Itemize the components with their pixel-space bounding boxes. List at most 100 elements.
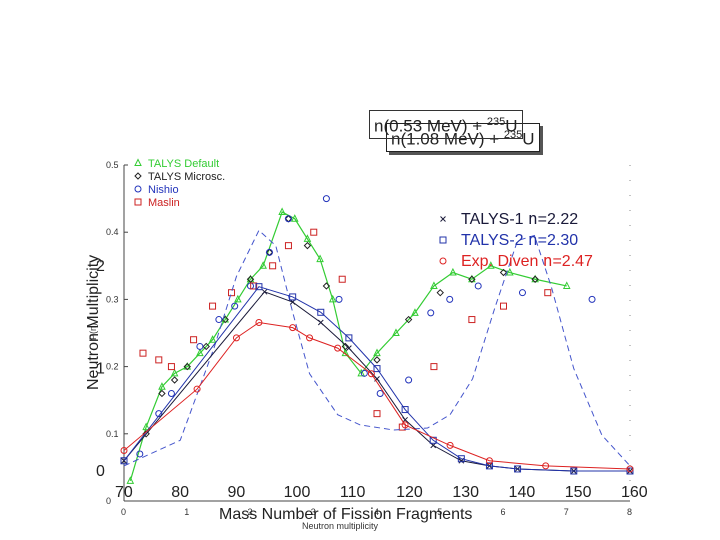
bg-series-line bbox=[129, 211, 567, 482]
bg-data-point bbox=[544, 289, 552, 297]
bg-data-point bbox=[427, 309, 435, 317]
bg-data-point bbox=[284, 215, 292, 223]
bg-xtick-label: 7 bbox=[564, 507, 569, 517]
fg-legend-marker bbox=[439, 257, 447, 265]
bg-data-point bbox=[208, 335, 217, 343]
bg-ytick-label: 0.5 bbox=[106, 160, 119, 170]
bg-data-point bbox=[357, 368, 365, 377]
fg-legend-label: Exp. Diven n=2.47 bbox=[461, 251, 593, 270]
bg-legend-label: Maslin bbox=[148, 197, 180, 209]
fg-xtick-label: 90 bbox=[227, 484, 245, 501]
bg-data-point bbox=[373, 348, 381, 357]
bg-data-point bbox=[265, 248, 273, 256]
fg-xtick-label: 130 bbox=[452, 484, 479, 501]
bg-data-point bbox=[316, 254, 324, 263]
bg-data-point bbox=[158, 382, 166, 390]
fg-data-point bbox=[120, 447, 128, 455]
bg-data-point bbox=[126, 476, 135, 484]
bg-legend-marker bbox=[134, 198, 142, 206]
fg-data-point bbox=[289, 293, 297, 301]
bg-data-point bbox=[405, 376, 413, 384]
bg-data-point bbox=[303, 234, 312, 242]
fg-xtick-label: 70 bbox=[115, 484, 133, 501]
bg-data-point bbox=[269, 262, 277, 270]
fg-data-point bbox=[334, 344, 342, 352]
bg-data-point bbox=[449, 267, 457, 276]
fg-data-point bbox=[446, 441, 454, 449]
bg-data-point bbox=[284, 242, 292, 250]
bg-data-point bbox=[468, 275, 476, 283]
yield-envelope-line bbox=[123, 229, 631, 467]
bg-data-point bbox=[500, 302, 507, 310]
bg-data-point bbox=[338, 275, 346, 283]
bg-legend-label: TALYS Default bbox=[148, 158, 219, 170]
fg-data-point bbox=[626, 465, 634, 473]
title-front-mass: 235 bbox=[486, 116, 506, 128]
fg-xtick-label: 150 bbox=[565, 484, 592, 501]
bg-y-axis-label: P(n) bbox=[88, 323, 98, 340]
bg-data-point bbox=[139, 349, 147, 357]
bg-ytick-label: 0 bbox=[106, 496, 111, 506]
bg-data-point bbox=[158, 389, 166, 398]
bg-data-point bbox=[250, 282, 258, 290]
fg-legend-marker bbox=[440, 216, 446, 222]
bg-data-point bbox=[404, 315, 413, 324]
bg-ytick-label: 0.2 bbox=[106, 362, 119, 372]
bg-legend-label: TALYS Microsc. bbox=[148, 171, 225, 183]
fg-data-point bbox=[317, 308, 325, 316]
fg-xtick-label: 110 bbox=[340, 484, 366, 501]
bg-ytick-label: 0.3 bbox=[106, 294, 119, 304]
bg-data-point bbox=[246, 275, 255, 283]
bg-legend-marker bbox=[134, 185, 142, 193]
title-box-front: n(0.53 MeV) + 235U bbox=[369, 110, 523, 139]
bg-data-point bbox=[430, 281, 438, 289]
bg-legend-label: Nishio bbox=[148, 184, 179, 196]
fg-data-point bbox=[346, 345, 352, 351]
bg-data-point bbox=[531, 275, 539, 283]
bg-data-point bbox=[278, 207, 286, 216]
bg-data-point bbox=[231, 302, 239, 310]
bg-data-point bbox=[209, 302, 217, 310]
fg-data-point bbox=[401, 421, 409, 429]
bg-data-point bbox=[322, 195, 330, 203]
bg-data-point bbox=[290, 214, 299, 222]
bg-data-point bbox=[322, 282, 331, 290]
fg-legend-label: TALYS-1 n=2.22 bbox=[461, 209, 578, 228]
fg-data-point bbox=[255, 319, 263, 327]
bg-data-point bbox=[259, 261, 267, 269]
fg-data-point bbox=[402, 416, 408, 423]
fg-legend-mean: =2.47 bbox=[552, 253, 593, 270]
bg-data-point bbox=[310, 228, 318, 236]
bg-x-axis-label: Neutron multiplicity bbox=[302, 521, 379, 531]
bg-data-point bbox=[202, 342, 210, 351]
bg-data-point bbox=[196, 342, 204, 350]
fg-legend-name: TALYS-2 bbox=[461, 232, 528, 249]
bg-data-point bbox=[588, 295, 596, 303]
bg-data-point bbox=[142, 430, 150, 438]
fg-data-point bbox=[485, 462, 493, 470]
bg-legend-marker bbox=[134, 158, 142, 166]
bg-data-point bbox=[487, 261, 495, 269]
bg-xtick-label: 8 bbox=[627, 507, 632, 517]
fg-data-point bbox=[373, 365, 381, 373]
fg-y-axis-label: Neutron Multiplicity bbox=[85, 255, 102, 390]
fg-series-line bbox=[123, 286, 630, 472]
title-back-isotope: U bbox=[522, 129, 535, 149]
bg-xtick-label: 4 bbox=[374, 507, 379, 517]
bg-data-point bbox=[335, 295, 343, 303]
fg-data-point bbox=[255, 283, 263, 291]
bg-data-point bbox=[373, 410, 381, 418]
fg-legend-symbol: n bbox=[528, 230, 538, 249]
bg-data-point bbox=[215, 316, 223, 324]
fg-data-point bbox=[401, 406, 409, 414]
fg-data-point bbox=[457, 455, 465, 463]
bg-data-point bbox=[446, 295, 454, 303]
bg-data-point bbox=[430, 363, 438, 371]
bg-data-point bbox=[411, 308, 419, 316]
bg-data-point bbox=[468, 316, 476, 324]
fg-data-point bbox=[289, 324, 297, 332]
bg-data-point bbox=[183, 362, 191, 371]
plot-area bbox=[124, 165, 630, 501]
bg-data-point bbox=[376, 389, 384, 397]
